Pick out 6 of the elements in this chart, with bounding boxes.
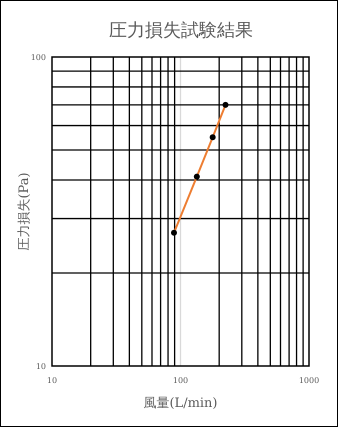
y-axis-title: 圧力損失(Pa) bbox=[17, 172, 32, 251]
x-tick-label: 10 bbox=[46, 376, 58, 385]
x-axis-title: 風量(L/min) bbox=[143, 396, 218, 411]
x-tick-label: 100 bbox=[172, 376, 188, 385]
chart-title: 圧力損失試験結果 bbox=[109, 20, 253, 41]
x-tick-label: 1000 bbox=[298, 376, 320, 385]
